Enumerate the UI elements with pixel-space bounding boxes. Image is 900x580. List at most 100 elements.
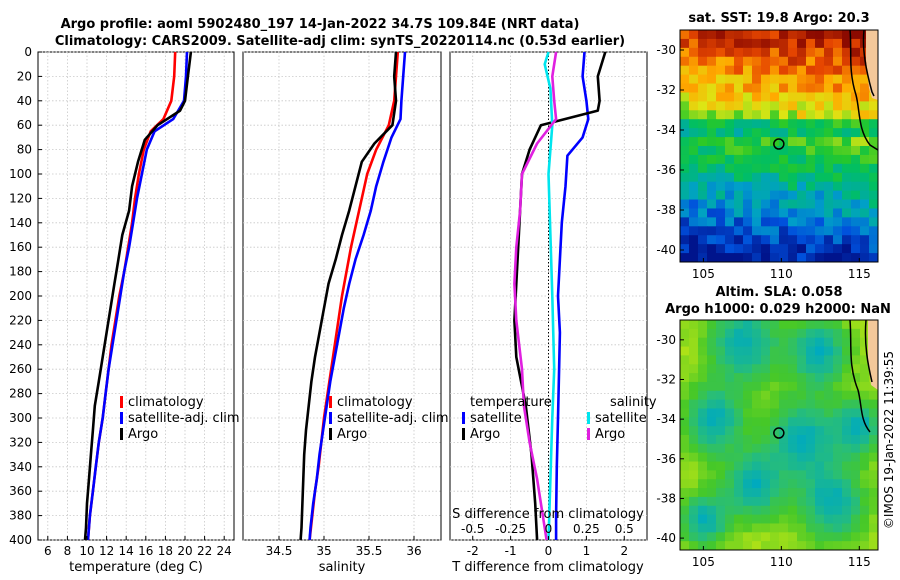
sst-cell [824, 119, 834, 129]
sst-cell [743, 30, 753, 40]
sst-cell [797, 38, 807, 49]
legend-swatch-satellite [120, 412, 123, 424]
sla-cell [770, 505, 780, 516]
legend-title-temperature: temperature [470, 395, 552, 410]
sst-cell [734, 119, 744, 129]
sst-cell [743, 235, 753, 245]
sla-cell [716, 390, 726, 401]
sla-cell [752, 337, 762, 348]
sst-cell [788, 92, 798, 102]
sst-cell [743, 253, 753, 262]
sst-cell [752, 47, 762, 58]
sst-cell [770, 38, 780, 49]
sla-cell [815, 328, 825, 339]
sst-cell [797, 190, 807, 201]
coastline [864, 320, 873, 383]
sst-cell [698, 181, 708, 192]
sla-cell [743, 346, 753, 356]
sst-cell [734, 110, 744, 120]
sst-cell [806, 190, 816, 201]
sst-cell [869, 217, 878, 227]
sla-cell [761, 381, 771, 392]
sst-cell [734, 47, 744, 58]
sla-cell [698, 337, 708, 348]
sst-cell [698, 119, 708, 129]
sst-cell [833, 101, 843, 111]
sla-cell [707, 461, 717, 471]
sst-cell [806, 181, 816, 192]
sla-cell [770, 443, 780, 454]
sla-cell [689, 381, 699, 392]
sst-cell [698, 101, 708, 111]
sla-cell [743, 426, 753, 436]
sst-cell [788, 30, 798, 40]
sst-cell [752, 65, 762, 76]
sst-cell [860, 92, 870, 102]
legend-swatch-argo [329, 428, 332, 440]
sst-cell [779, 199, 789, 210]
sla-cell [833, 328, 843, 339]
coastline [862, 30, 875, 97]
sst-cell [770, 47, 780, 58]
sst-cell [815, 217, 825, 227]
sla-cell [734, 320, 744, 330]
sst-cell [860, 172, 870, 183]
sla-cell [815, 505, 825, 516]
sst-cell [725, 74, 735, 85]
sst-cell [833, 110, 843, 120]
sst-cell [680, 163, 690, 174]
sla-cell [725, 488, 735, 498]
sla-cell [779, 399, 789, 410]
sst-cell [806, 137, 816, 147]
sla-cell [761, 373, 771, 383]
sla-cell [851, 514, 861, 525]
sst-cell [806, 30, 816, 40]
sst-cell [851, 199, 861, 210]
y-tick-label: 240 [9, 338, 32, 352]
sla-cell [698, 488, 708, 498]
sst-cell [698, 163, 708, 174]
sst-cell [815, 47, 825, 58]
sla-cell [869, 435, 878, 445]
sst-cell [716, 47, 726, 58]
sla-cell [725, 320, 735, 330]
sst-cell [860, 30, 870, 40]
sla-cell [752, 364, 762, 374]
sst-cell [815, 128, 825, 138]
sla-cell [761, 337, 771, 348]
sst-cell [680, 244, 690, 254]
sst-cell [824, 154, 834, 165]
sst-cell [779, 56, 789, 67]
sla-cell [680, 514, 690, 525]
sst-cell [761, 92, 771, 102]
sst-cell [869, 208, 878, 218]
sst-cell [743, 208, 753, 218]
sst-cell [779, 190, 789, 201]
sst-cell [752, 217, 762, 227]
sst-cell [725, 83, 735, 94]
sla-cell [779, 364, 789, 374]
sla-cell [851, 479, 861, 489]
x-tick-label: 24 [217, 544, 232, 558]
sla-cell [833, 523, 843, 533]
sst-cell [851, 181, 861, 192]
sla-cell [824, 452, 834, 463]
sla-cell [743, 523, 753, 533]
sst-cell [797, 74, 807, 85]
sla-cell [806, 320, 816, 330]
sst-cell [815, 38, 825, 49]
sst-cell [851, 110, 861, 120]
sst-cell [815, 154, 825, 165]
sla-cell [689, 505, 699, 516]
sla-cell [770, 355, 780, 365]
x-tick-label: 18 [158, 544, 173, 558]
map-y-tick-label: -32 [656, 83, 676, 97]
sst-cell [869, 226, 878, 236]
sla-cell [842, 452, 852, 463]
sst-cell [725, 181, 735, 192]
sst-cell [716, 83, 726, 94]
sst-cell [779, 119, 789, 129]
sla-map-frame [679, 319, 879, 551]
sla-cell [860, 505, 870, 516]
sla-cell [788, 479, 798, 489]
